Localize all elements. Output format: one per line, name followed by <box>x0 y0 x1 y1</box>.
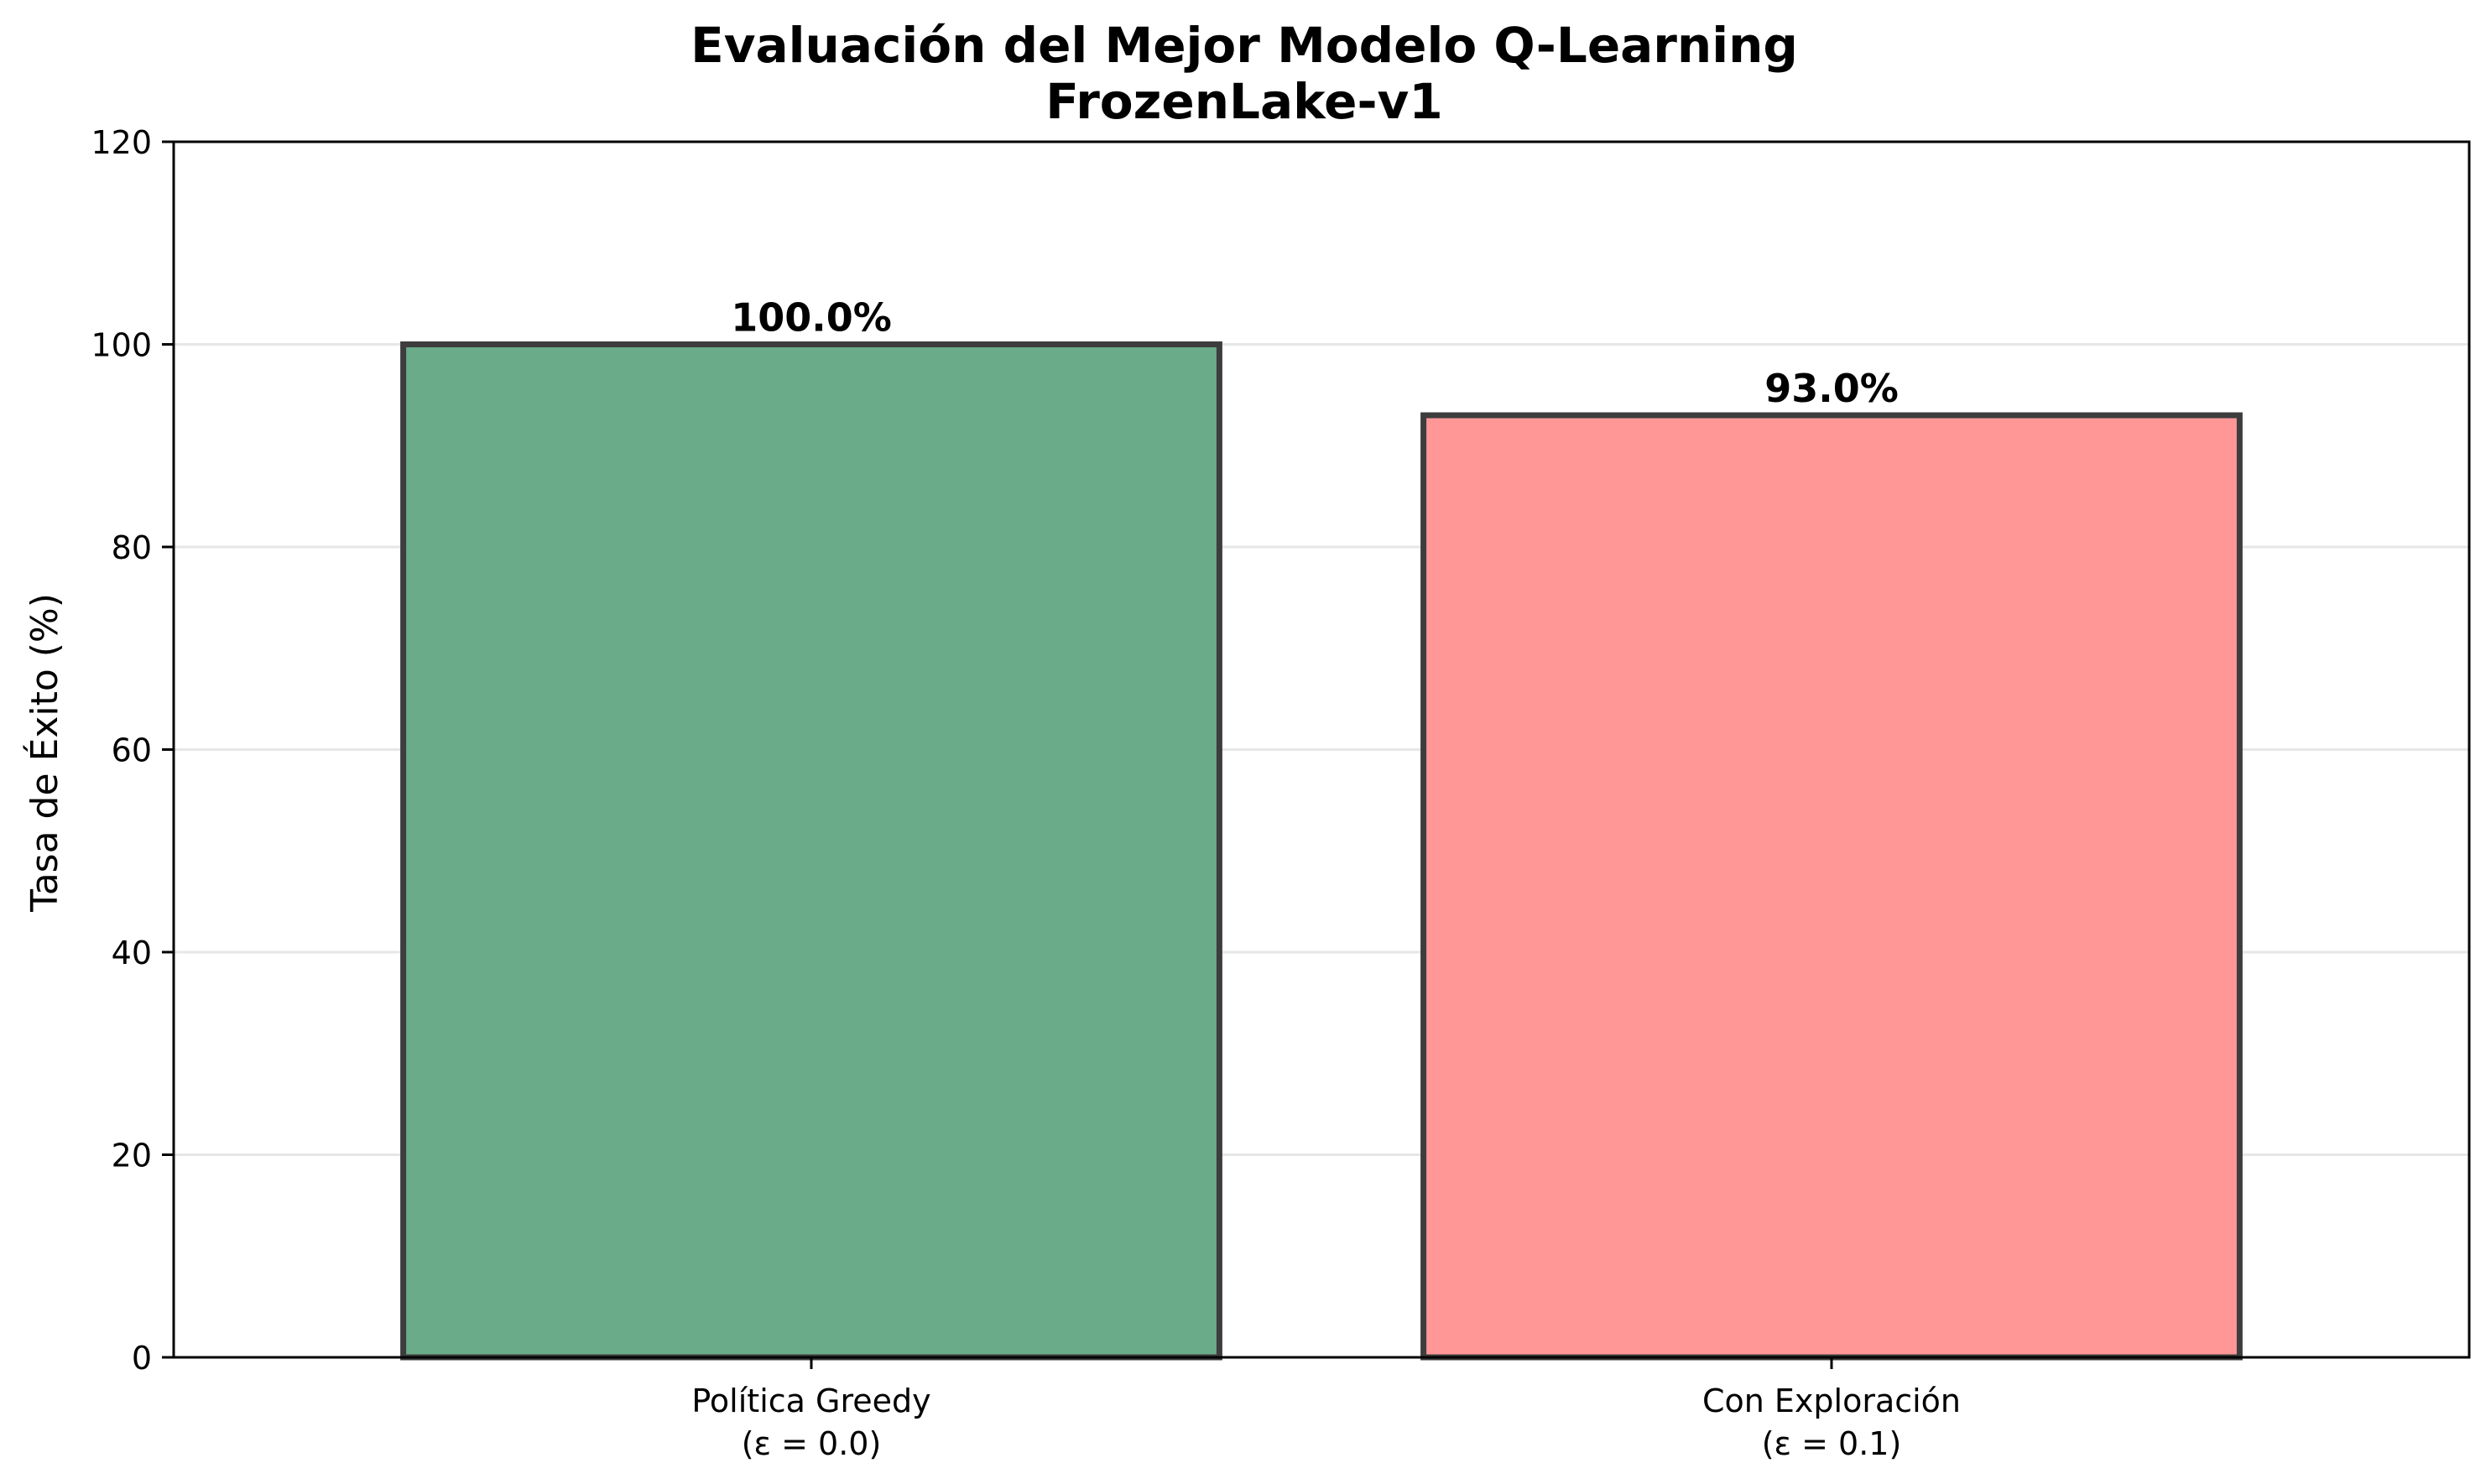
data-labels: 100.0% 93.0% <box>731 295 1899 412</box>
data-label-2: 93.0% <box>1764 366 1899 411</box>
data-label-1: 100.0% <box>731 295 892 341</box>
y-tick-label: 20 <box>112 1138 152 1174</box>
x-tick-label: (ε = 0.0) <box>742 1425 882 1462</box>
y-tick-label: 120 <box>91 124 152 161</box>
y-tick-label: 0 <box>132 1340 152 1377</box>
y-tick-label: 60 <box>112 732 152 769</box>
bars <box>400 341 2243 1361</box>
y-tick-label: 40 <box>112 935 152 971</box>
bar-2 <box>1420 412 2243 1361</box>
y-tick-label: 100 <box>91 327 152 364</box>
x-tick-label: Política Greedy <box>691 1382 930 1419</box>
bar-1 <box>400 341 1222 1361</box>
y-tick-label: 80 <box>112 529 152 566</box>
x-axis-ticks: Política Greedy (ε = 0.0) Con Exploración (… <box>691 1357 1961 1462</box>
y-axis-label: Tasa de Éxito (%) <box>22 593 66 913</box>
x-tick-label: (ε = 0.1) <box>1762 1425 1902 1462</box>
y-axis-ticks: 0 20 40 60 80 100 120 <box>91 124 174 1377</box>
chart-title: Evaluación del Mejor Modelo Q-Learning <box>690 17 1798 74</box>
x-tick-label: Con Exploración <box>1702 1382 1961 1419</box>
chart-subtitle: FrozenLake-v1 <box>1045 73 1442 130</box>
